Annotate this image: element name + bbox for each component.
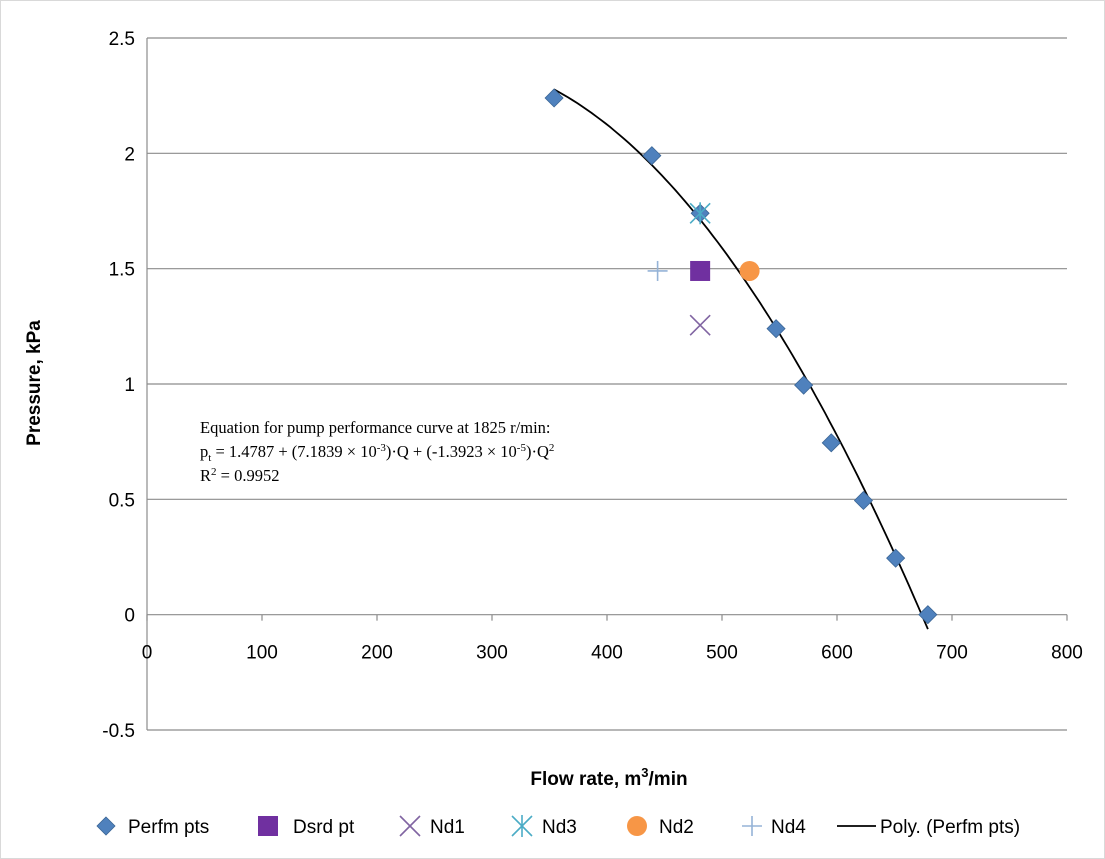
legend-marker-2 xyxy=(399,815,421,837)
legend-label-3: Nd3 xyxy=(542,817,577,838)
x-tick-label-0: 0 xyxy=(142,643,153,664)
legend-item-0: Perfm pts xyxy=(96,816,209,838)
legend-item-3: Nd3 xyxy=(511,815,577,838)
x-tick-label-1: 100 xyxy=(246,643,278,664)
x-tick-labels: 0 100 200 300 400 500 600 700 800 xyxy=(142,643,1083,664)
axes xyxy=(146,38,1068,730)
point-perfm-pts-3 xyxy=(766,319,786,339)
y-tick-label-5: 2 xyxy=(124,144,135,165)
legend-marker-5 xyxy=(742,816,762,836)
legend-label-4: Nd2 xyxy=(659,817,694,838)
y-tick-labels: -0.5 0 0.5 1 1.5 2 2.5 xyxy=(102,29,135,742)
x-tick-label-2: 200 xyxy=(361,643,393,664)
point-perfm-pts-1 xyxy=(642,146,662,166)
y-tick-label-3: 1 xyxy=(124,375,135,396)
x-tick-label-7: 700 xyxy=(936,643,968,664)
point-dsrd-pt-0 xyxy=(690,260,711,281)
x-axis-title: Flow rate, m3/min xyxy=(530,765,687,790)
y-tick-label-1: 0 xyxy=(124,606,135,627)
point-perfm-pts-4 xyxy=(794,375,814,395)
point-nd4-0 xyxy=(647,260,668,281)
equation-annotation: Equation for pump performance curve at 1… xyxy=(200,418,554,485)
point-nd1-0 xyxy=(689,314,711,336)
y-tick-label-6: 2.5 xyxy=(109,29,135,50)
x-tick-label-8: 800 xyxy=(1051,643,1083,664)
x-tick-label-4: 400 xyxy=(591,643,623,664)
y-axis-title: Pressure, kPa xyxy=(24,320,45,446)
legend-item-2: Nd1 xyxy=(399,815,465,838)
y-tick-label-0: -0.5 xyxy=(102,721,135,742)
point-nd2-0 xyxy=(739,260,760,281)
gridlines xyxy=(147,37,1067,731)
equation-line-2: pt = 1.4787 + (7.1839 × 10-3)·Q + (-1.39… xyxy=(200,442,554,464)
legend-item-5: Nd4 xyxy=(742,816,806,838)
x-tick-label-5: 500 xyxy=(706,643,738,664)
equation-line-1: Equation for pump performance curve at 1… xyxy=(200,418,551,437)
legend-item-trendline: Poly. (Perfm pts) xyxy=(837,817,1020,838)
legend-label-5: Nd4 xyxy=(771,817,806,838)
legend-marker-1 xyxy=(258,816,278,836)
data-points xyxy=(544,88,938,625)
point-perfm-pts-5 xyxy=(821,433,841,453)
equation-line-3: R2 = 0.9952 xyxy=(200,466,279,485)
legend-label-trendline: Poly. (Perfm pts) xyxy=(880,817,1020,838)
x-tick-label-6: 600 xyxy=(821,643,853,664)
legend-label-2: Nd1 xyxy=(430,817,465,838)
trendline-group xyxy=(553,88,929,630)
y-tick-label-2: 0.5 xyxy=(109,490,135,511)
legend-marker-0 xyxy=(96,816,116,836)
legend-marker-3 xyxy=(511,815,533,837)
legend-marker-4 xyxy=(627,816,647,836)
point-nd3-0 xyxy=(689,202,711,225)
legend-item-1: Dsrd pt xyxy=(258,816,355,838)
legend-item-4: Nd2 xyxy=(627,816,694,838)
point-perfm-pts-0 xyxy=(544,88,564,108)
x-tick-label-3: 300 xyxy=(476,643,508,664)
point-perfm-pts-6 xyxy=(853,490,874,511)
legend: Perfm pts Dsrd pt Nd1 Nd3 Nd2 Nd4 Poly. (Perfm… xyxy=(96,815,1020,838)
y-tick-label-4: 1.5 xyxy=(109,260,135,281)
point-perfm-pts-8 xyxy=(918,605,938,625)
trendline xyxy=(553,88,929,630)
point-perfm-pts-7 xyxy=(886,548,906,568)
legend-label-1: Dsrd pt xyxy=(293,817,355,838)
legend-label-0: Perfm pts xyxy=(128,817,209,838)
